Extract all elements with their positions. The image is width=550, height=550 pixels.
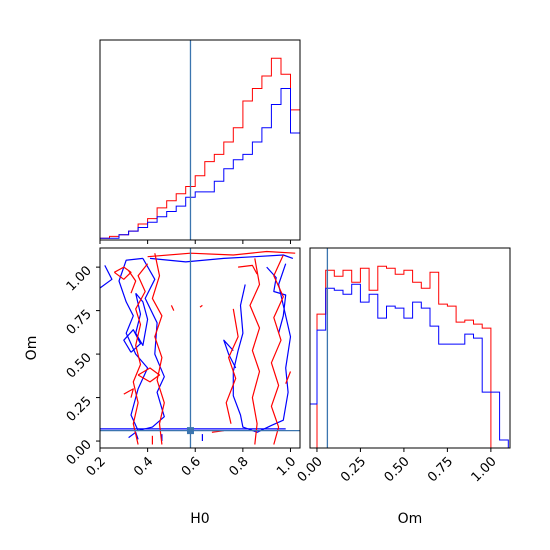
h0-histogram-series-1 — [100, 88, 300, 240]
contour-line-21 — [147, 250, 296, 258]
y-tick-label: 0.75 — [64, 307, 95, 338]
x-tick-label: 0.75 — [425, 454, 456, 485]
contour-line-13 — [151, 253, 165, 445]
contour-line-19 — [270, 254, 284, 445]
contour-line-24 — [238, 264, 258, 275]
contour-line-16 — [137, 367, 161, 383]
y-tick-label: 0.50 — [64, 350, 95, 381]
h0-histogram-ticks — [99, 240, 291, 244]
om-histogram-series-1 — [310, 283, 509, 448]
x-axis-label-h0: H0 — [190, 511, 209, 527]
x-tick-label: 0.50 — [382, 454, 413, 485]
x-tick-label: 0.6 — [179, 454, 204, 479]
x-axis-label-om: Om — [398, 511, 423, 527]
contour-line-6 — [232, 263, 292, 433]
om-histogram-panel: 0.00 0.25 0.50 0.75 1.00 Om — [295, 247, 511, 527]
y-tick-label: 0.25 — [64, 394, 95, 425]
y-tick-label: 1.00 — [64, 263, 95, 294]
h0-om-contour-panel: 0.2 0.4 0.6 0.8 1.00.000.250.500.751.00 H0 O… — [24, 247, 301, 527]
contour-line-2 — [100, 265, 113, 289]
contour-ticks: 0.2 0.4 0.6 0.8 1.00.000.250.500.751.00 — [64, 263, 300, 479]
contour-line-18 — [249, 258, 261, 445]
x-tick-label: 0.8 — [226, 454, 251, 479]
truth-marker — [186, 427, 194, 435]
om-histogram-series-0 — [310, 265, 509, 448]
contour-line-26 — [199, 304, 203, 308]
contour-frame — [99, 247, 301, 449]
x-tick-label: 0.2 — [84, 454, 109, 479]
contour-line-12 — [132, 263, 149, 445]
h0-histogram-plot-area — [100, 40, 300, 240]
contour-line-15 — [113, 266, 132, 280]
om-histogram-plot-area — [310, 248, 509, 448]
contour-plot-area — [100, 248, 300, 448]
contour-line-5 — [149, 254, 294, 263]
contour-line-0 — [118, 257, 165, 432]
x-tick-label: 0.4 — [131, 454, 156, 479]
y-axis-label-om: Om — [24, 336, 40, 361]
h0-histogram-frame — [99, 39, 301, 241]
x-tick-label: 0.25 — [338, 454, 369, 485]
contour-line-3 — [123, 329, 142, 353]
x-tick-label: 0.00 — [295, 454, 326, 485]
om-histogram-frame — [309, 247, 511, 449]
contour-line-8 — [266, 266, 287, 334]
contour-line-1 — [135, 292, 149, 346]
contour-line-14 — [128, 270, 137, 294]
om-histogram-ticks: 0.00 0.25 0.50 0.75 1.00 — [295, 448, 500, 485]
contour-line-27 — [285, 371, 292, 384]
contour-line-25 — [170, 305, 175, 311]
contour-line-20 — [225, 308, 239, 424]
h0-histogram-panel — [99, 39, 301, 244]
x-tick-label: 1.00 — [469, 454, 500, 485]
contour-line-7 — [223, 339, 237, 369]
contour-line-17 — [123, 388, 134, 398]
h0-histogram-series-0 — [100, 57, 300, 240]
